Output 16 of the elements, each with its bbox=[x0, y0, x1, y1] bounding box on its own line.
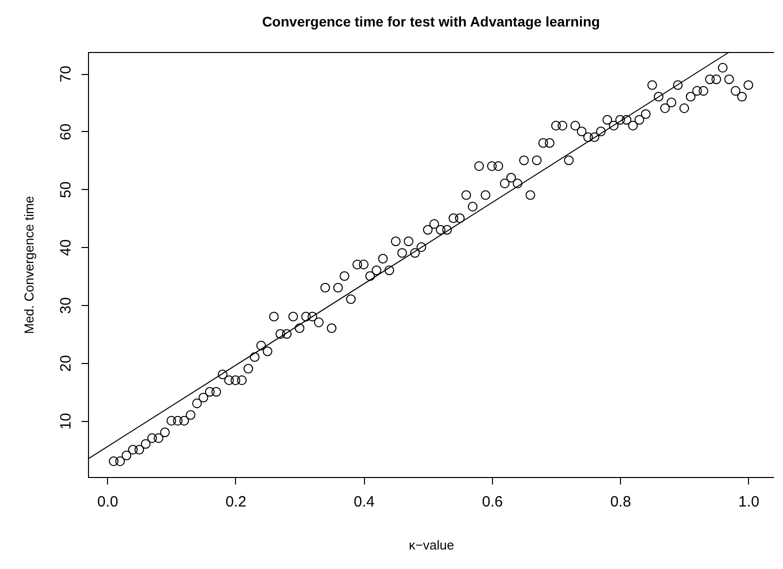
y-tick-label: 40 bbox=[58, 239, 74, 256]
y-tick-label: 60 bbox=[58, 124, 74, 140]
y-tick-label: 30 bbox=[58, 297, 74, 314]
x-tick-label: 0.6 bbox=[482, 494, 503, 510]
x-tick-label: 0.2 bbox=[226, 494, 246, 510]
y-tick-label: 50 bbox=[58, 181, 74, 198]
x-axis-title: κ−value bbox=[408, 538, 454, 552]
x-tick-label: 0.0 bbox=[97, 494, 118, 510]
x-tick-label: 0.8 bbox=[610, 494, 632, 510]
y-tick-label: 10 bbox=[58, 412, 74, 430]
chart-title: Convergence time for test with Advantage learning bbox=[262, 14, 600, 30]
y-tick-label: 70 bbox=[58, 66, 74, 82]
y-tick-label: 20 bbox=[58, 355, 74, 372]
x-tick-label: 0.4 bbox=[354, 494, 375, 510]
y-axis-title: Med. Convergence time bbox=[22, 196, 36, 334]
x-tick-label: 1.0 bbox=[738, 494, 760, 510]
